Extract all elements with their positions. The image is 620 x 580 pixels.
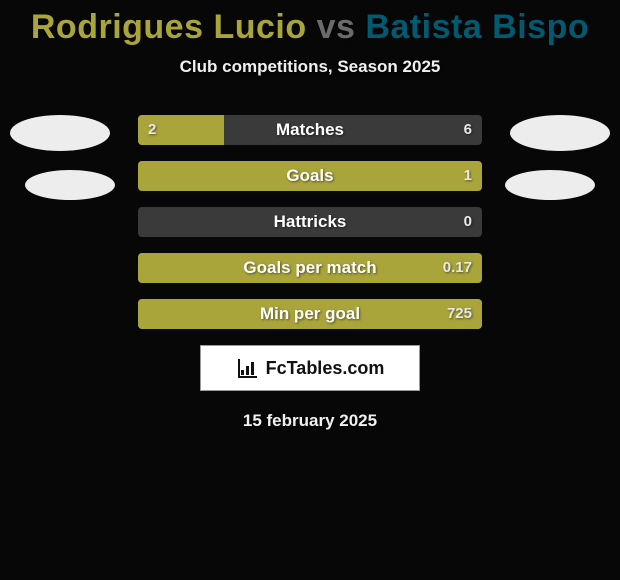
bar-label: Hattricks [138, 207, 482, 237]
chart-icon [236, 356, 260, 380]
bars-container: Matches2 6 Goals1 Hattricks0 Goals per match… [0, 115, 620, 329]
bar-label: Matches [138, 115, 482, 145]
player1-avatar-shadow [25, 170, 115, 200]
footer-date: 15 february 2025 [0, 411, 620, 431]
subtitle: Club competitions, Season 2025 [0, 57, 620, 77]
page-title: Rodrigues Lucio vs Batista Bispo [0, 0, 620, 47]
comparison-infographic: Rodrigues Lucio vs Batista Bispo Club co… [0, 0, 620, 580]
stat-row: Hattricks0 [138, 207, 482, 237]
logo-text: FcTables.com [266, 358, 385, 379]
logo-box: FcTables.com [200, 345, 420, 391]
stat-row: Matches2 6 [138, 115, 482, 145]
bar-label: Goals per match [138, 253, 482, 283]
bar-label: Goals [138, 161, 482, 191]
player2-avatar [510, 115, 610, 151]
title-player2: Batista Bispo [365, 8, 589, 46]
bar-label: Min per goal [138, 299, 482, 329]
bar-value-right: 6 [464, 115, 472, 145]
bar-value-right: 725 [447, 299, 472, 329]
title-vs: vs [317, 8, 356, 46]
player1-avatar [10, 115, 110, 151]
stat-row: Goals1 [138, 161, 482, 191]
bar-value-right: 0.17 [443, 253, 472, 283]
stat-row: Goals per match0.17 [138, 253, 482, 283]
title-player1: Rodrigues Lucio [31, 8, 307, 46]
stats-area: Matches2 6 Goals1 Hattricks0 Goals per match… [0, 115, 620, 329]
bar-value-right: 0 [464, 207, 472, 237]
stat-row: Min per goal725 [138, 299, 482, 329]
bar-value-right: 1 [464, 161, 472, 191]
bar-value-left: 2 [148, 115, 156, 145]
player2-avatar-shadow [505, 170, 595, 200]
